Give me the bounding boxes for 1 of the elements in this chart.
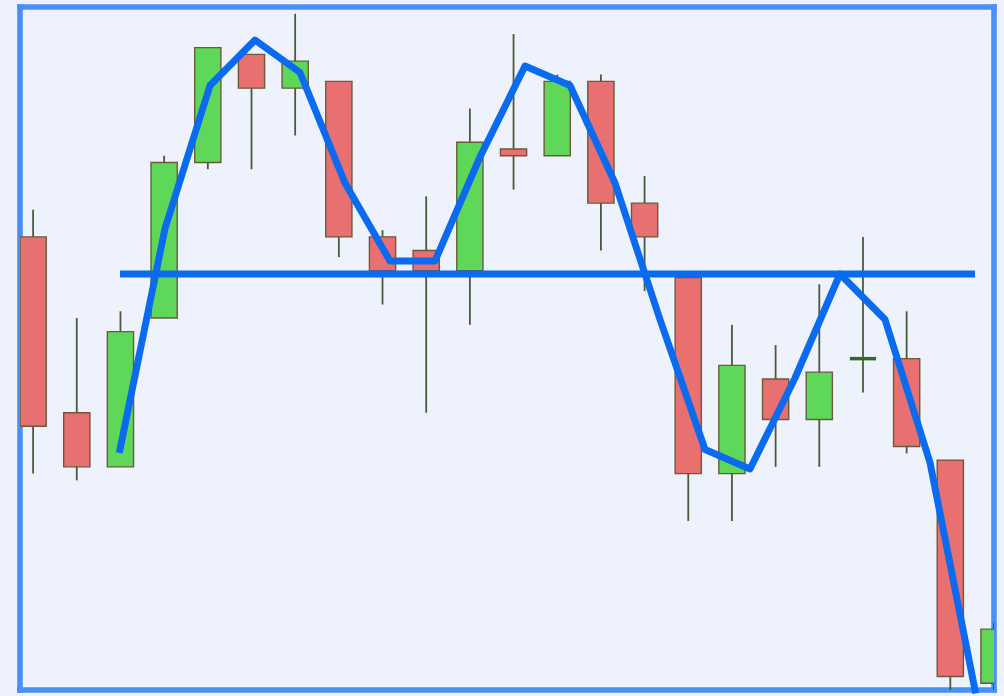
candlestick xyxy=(848,236,878,394)
